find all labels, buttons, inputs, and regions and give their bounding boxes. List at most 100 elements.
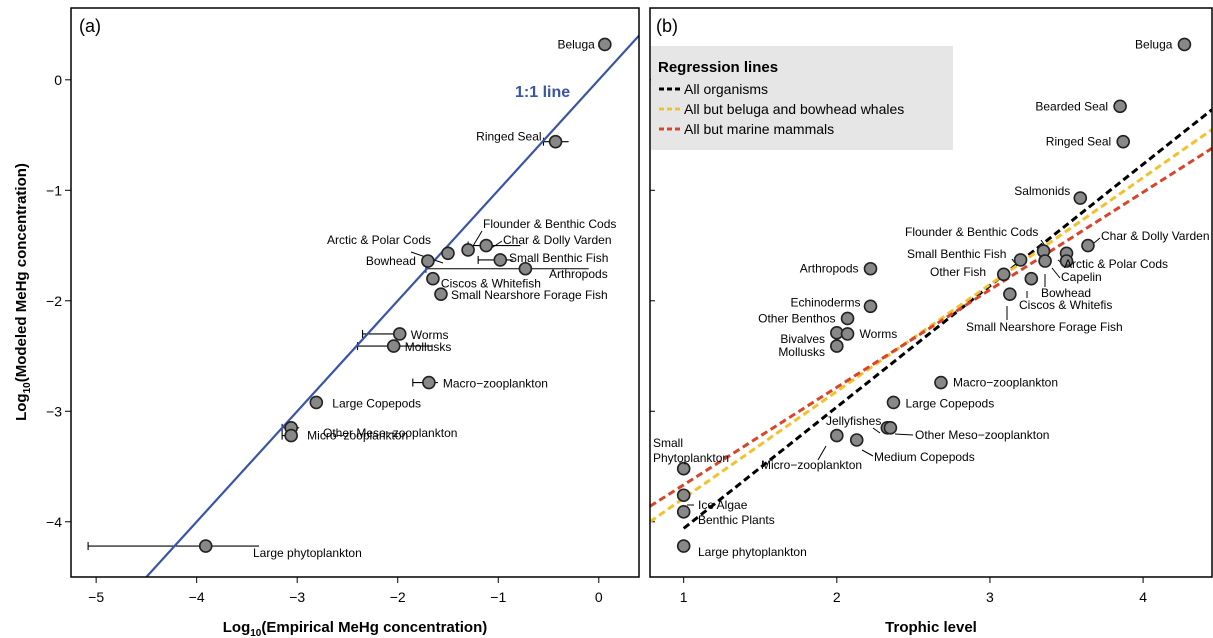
label-arctic-polar-cods: Arctic & Polar Cods <box>327 233 431 247</box>
label-b-other-meso-zooplankton: Other Meso−zooplankton <box>915 428 1049 442</box>
point-large-copepods <box>309 395 324 410</box>
point-b-bearded-seal <box>1113 99 1127 114</box>
y-axis-label-prefix: Log <box>13 393 30 421</box>
panel-b-x-tick-label: 1 <box>680 589 688 605</box>
label-small-benthic-fish: Small Benthic Fish <box>509 251 608 265</box>
point-b-other-meso-zooplankton <box>883 421 898 435</box>
legend-items: All organisms All but beluga and bowhead … <box>659 81 904 137</box>
panel-a-y-tick-label: 0 <box>54 72 62 88</box>
label-b-salmonids: Salmonids <box>1014 184 1070 198</box>
label-large-phytoplankton: Large phytoplankton <box>253 546 362 560</box>
point-macro-zooplankton <box>422 375 436 390</box>
panel-a-ticks: −5 −4 −3 −2 −1 0 −4 −3 −2 −1 0 <box>46 72 603 605</box>
label-b-benthic-plants: Benthic Plants <box>698 513 775 527</box>
point-b-capelin <box>1059 254 1074 268</box>
label-b-small-phytoplankton: Small Phytoplankton <box>653 436 729 465</box>
label-b-other-fish: Other Fish <box>930 265 986 279</box>
leader-b-medium-copepods <box>861 449 874 457</box>
panel-a-x-tick-label: −1 <box>490 589 506 605</box>
point-b-echinoderms <box>863 299 878 314</box>
label-b-flounder-benthic-cods: Flounder & Benthic Cods <box>905 225 1038 239</box>
panel-a-y-tick-label: −4 <box>46 514 62 530</box>
label-b-worms: Worms <box>860 327 898 341</box>
point-b-benthic-plants <box>676 505 691 519</box>
y-axis-label-body: (Modeled MeHg concentration) <box>13 163 30 382</box>
panel-b-regression-lines <box>650 108 1212 530</box>
point-b-worms <box>840 327 855 341</box>
panel-a-point-labels: Beluga Ringed Seal Arctic & Polar Cods Flou… <box>253 37 616 560</box>
label-b-ringed-seal: Ringed Seal <box>1046 135 1111 149</box>
point-b-other-benthos <box>840 311 855 326</box>
label-b-large-copepods: Large Copepods <box>905 396 994 410</box>
panel-b-x-tick-label: 3 <box>986 589 994 605</box>
panel-a-y-tick-label: −3 <box>46 403 62 419</box>
label-char-dolly-varden: Char & Dolly Varden <box>503 233 612 247</box>
label-b-bowhead: Bowhead <box>1041 286 1091 300</box>
label-other-meso-zooplankton: Other Meso−zooplankton <box>323 426 457 440</box>
label-b-small-phytoplankton-line-2: Phytoplankton <box>653 451 729 465</box>
leader-b-micro-zooplankton <box>817 445 827 461</box>
panel-b-point-labels: Beluga Bearded Seal Ringed Seal Salmonids Fl… <box>653 37 1210 559</box>
point-b-char-dolly-varden <box>1081 238 1095 253</box>
panel-a-x-tick-label: −4 <box>189 589 205 605</box>
point-b-large-phytoplankton <box>676 539 691 553</box>
point-b-small-phytoplankton <box>676 461 691 476</box>
label-b-large-phytoplankton: Large phytoplankton <box>698 545 807 559</box>
point-large-phytoplankton <box>198 539 213 553</box>
point-b-small-benthic-fish <box>1013 253 1028 267</box>
label-small-nearshore-forage-fish: Small Nearshore Forage Fish <box>451 288 608 302</box>
legend-title: Regression lines <box>658 59 778 76</box>
label-mollusks: Mollusks <box>405 340 452 354</box>
legend-label-all-organisms: All organisms <box>684 81 768 97</box>
legend-label-all-but-beluga-and-bowhead-whales: All but beluga and bowhead whales <box>684 101 904 117</box>
label-b-capelin: Capelin <box>1061 270 1102 284</box>
label-b-ice-algae: Ice Algae <box>698 498 748 512</box>
point-ciscos-whitefish <box>426 271 440 286</box>
point-b-other-fish <box>996 267 1011 282</box>
point-worms <box>392 327 407 341</box>
panel-a: −5 −4 −3 −2 −1 0 −4 −3 −2 −1 0 Beluga Ringed Seal Ar… <box>46 7 640 638</box>
panel-a-x-axis-label-prefix: Log <box>223 619 251 636</box>
legend: Regression lines All organisms All but be… <box>651 46 953 150</box>
point-b-ice-algae <box>676 488 691 503</box>
point-b-macro-zooplankton <box>934 375 948 390</box>
panel-a-x-tick-label: −2 <box>390 589 406 605</box>
point-small-nearshore-forage-fish <box>434 287 448 301</box>
label-large-copepods: Large Copepods <box>332 396 421 410</box>
panel-a-x-tick-label: 0 <box>595 589 603 605</box>
label-b-char-dolly-varden: Char & Dolly Varden <box>1101 229 1210 243</box>
point-char-dolly-varden <box>479 238 493 253</box>
point-micro-zooplankton <box>284 428 298 443</box>
label-arthropods: Arthropods <box>549 267 608 281</box>
panel-a-label: (a) <box>79 16 101 36</box>
panel-a-x-axis-label-subscript: 10 <box>250 628 262 638</box>
point-mollusks <box>386 339 401 353</box>
label-b-macro-zooplankton: Macro−zooplankton <box>953 376 1058 390</box>
label-bowhead: Bowhead <box>366 254 416 268</box>
point-beluga <box>598 37 612 52</box>
point-b-ringed-seal <box>1116 134 1130 149</box>
point-b-beluga <box>1177 37 1192 52</box>
point-b-bowhead <box>1038 254 1052 268</box>
leader-b-jellyfishes <box>872 427 881 434</box>
y-axis-label-subscript: 10 <box>22 382 33 394</box>
point-b-mollusks <box>830 339 844 353</box>
panel-a-y-tick-label: −2 <box>46 293 62 309</box>
label-b-mollusks: Mollusks <box>778 345 825 359</box>
point-b-large-copepods <box>886 395 901 410</box>
leader-b-char-dolly-varden <box>1093 237 1101 244</box>
label-b-medium-copepods: Medium Copepods <box>874 450 975 464</box>
panel-b: 1 2 3 4 Beluga Bearded Seal Ringed Seal Salmon… <box>649 7 1213 636</box>
label-micro-zooplankton: Micro−zooplankton <box>307 429 408 443</box>
panel-b-x-tick-label: 4 <box>1139 589 1147 605</box>
label-b-arctic-polar-cods: Arctic & Polar Cods <box>1064 257 1168 271</box>
label-b-jellyfishes: Jellyfishes <box>826 414 881 428</box>
point-b-ciscos-whitefis <box>1024 271 1039 286</box>
label-b-small-benthic-fish: Small Benthic Fish <box>907 247 1006 261</box>
label-b-small-phytoplankton-line-1: Small <box>653 436 683 450</box>
point-small-benthic-fish <box>493 253 508 267</box>
legend-box <box>651 46 953 150</box>
panel-b-frame <box>649 7 1213 578</box>
label-b-arthropods: Arthropods <box>800 262 859 276</box>
panel-b-x-tick-label: 2 <box>833 589 841 605</box>
